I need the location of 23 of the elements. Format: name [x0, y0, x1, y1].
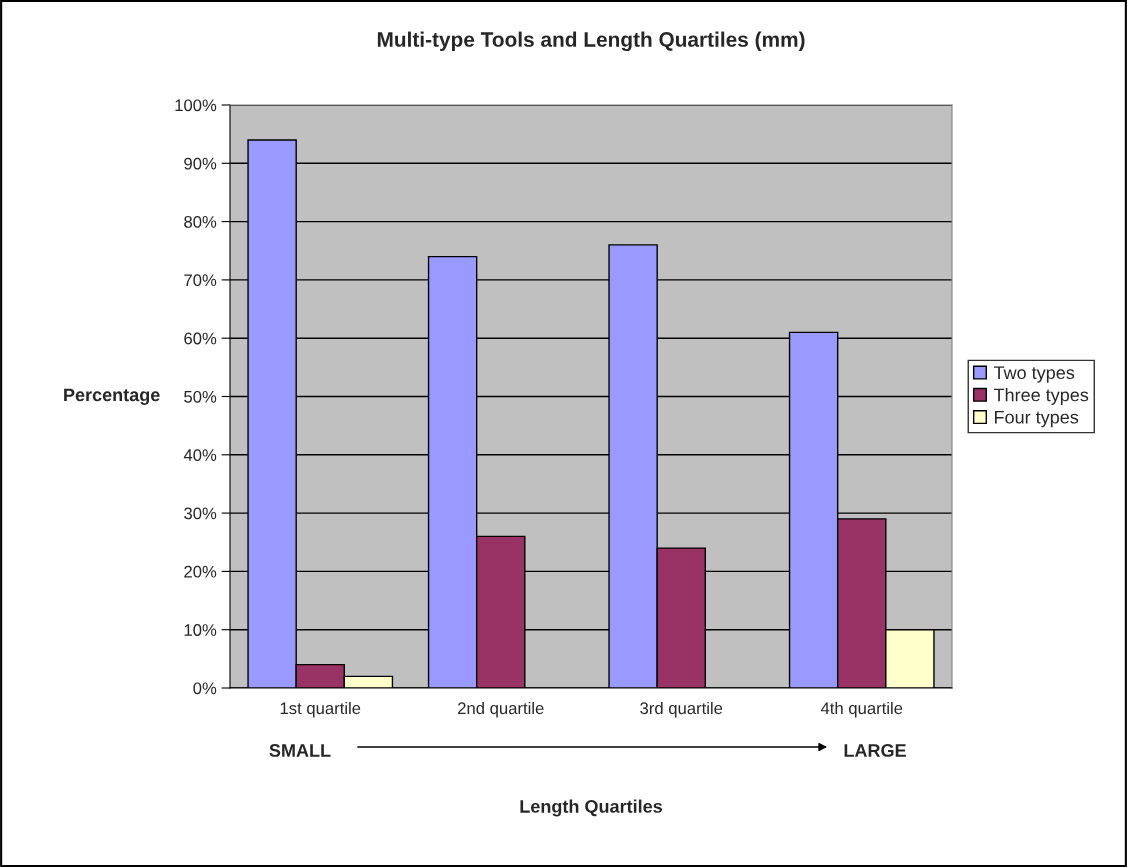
y-tick-label: 100% [175, 99, 217, 112]
text: SMALL [269, 744, 331, 757]
y-tick-label: 90% [184, 157, 217, 170]
legend-label: Two types [993, 366, 1075, 383]
chart-title: Multi-type Tools and Length Quartiles (mm) [377, 31, 805, 52]
x-tick-label: 2nd quartile [458, 701, 544, 718]
x-tick-label: 1st quartile [280, 701, 361, 718]
y-tick-label: 40% [183, 449, 217, 461]
x-axis-title: Length Quartiles [520, 799, 662, 817]
y-tick-label: 70% [184, 274, 217, 287]
legend-label: Three types [993, 388, 1089, 405]
y-tick-label: 80% [184, 216, 217, 228]
y-axis-title: Percentage [64, 388, 160, 405]
y-tick-label: 10% [184, 624, 217, 636]
x-tick-label: 4th quartile [820, 701, 903, 718]
y-tick-label: 0% [193, 682, 217, 695]
y-tick-label: 30% [184, 507, 217, 520]
x-tick-label: 3rd quartile [640, 701, 723, 718]
y-tick-label: 50% [184, 390, 217, 403]
legend-label: Four types [995, 411, 1079, 428]
text: LARGE [844, 744, 906, 757]
y-tick-label: 20% [184, 565, 217, 578]
y-tick-label: 60% [184, 332, 217, 345]
